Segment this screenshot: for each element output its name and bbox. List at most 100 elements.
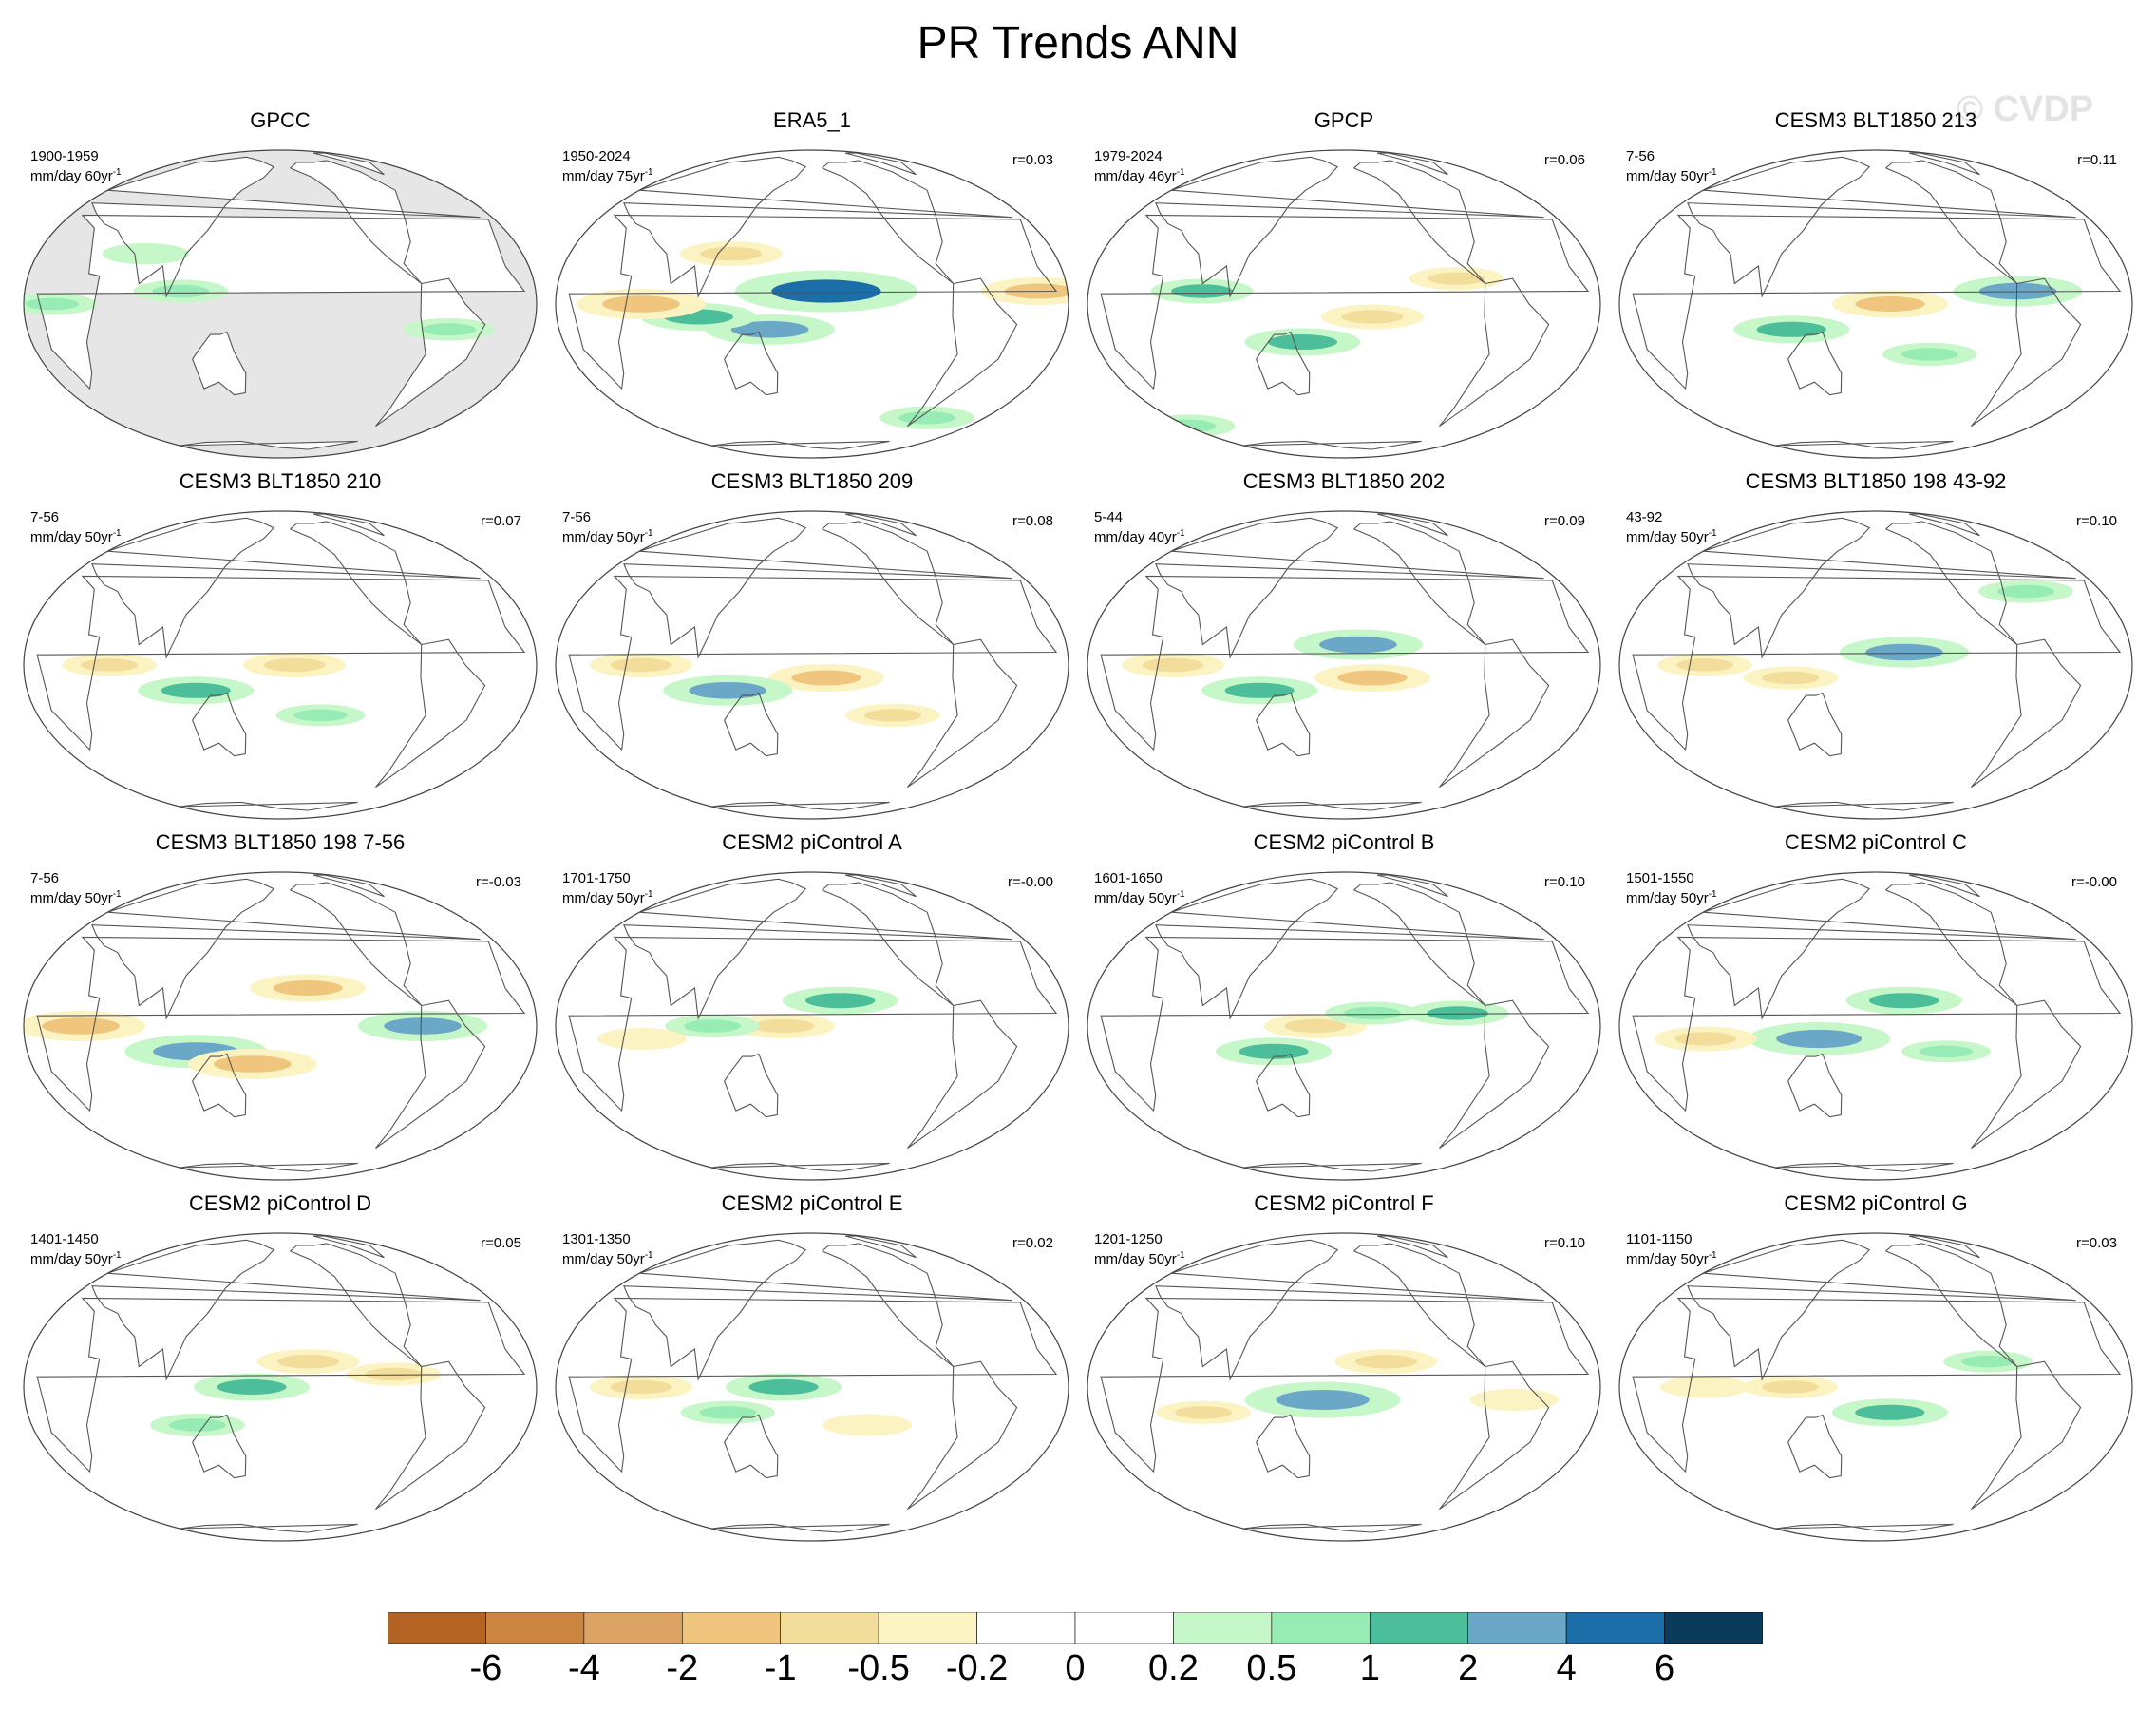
globe-border [1087, 1232, 1601, 1542]
map-panel: CESM2 piControl G 1101-1150 mm/day 50yr-1 r… [1610, 1191, 2142, 1549]
trend-anomaly-core [1762, 1380, 1819, 1394]
panel-correlation: r=0.07 [481, 513, 521, 529]
trend-anomaly-core [421, 323, 477, 336]
units-exponent: -1 [1176, 1250, 1185, 1261]
world-map [23, 871, 538, 1181]
coastline [1100, 936, 1590, 1112]
map-panel: ERA5_1 1950-2024 mm/day 75yr-1 r=0.03 [546, 108, 1078, 466]
coastline [1353, 160, 1486, 284]
coastline [724, 331, 779, 396]
map-panel: CESM3 BLT1850 210 7-56 mm/day 50yr-1 r=0.07 [14, 469, 546, 827]
colorbar-tick-label: 2 [1458, 1648, 1479, 1688]
coastline [568, 575, 1058, 751]
panel-period: 1979-2024 [1094, 148, 1163, 164]
colorbar-box [681, 1612, 782, 1644]
panel-correlation: r=-0.00 [1008, 874, 1053, 890]
trend-anomaly-core [1855, 296, 1925, 312]
coastline [91, 156, 481, 298]
coastline [375, 638, 486, 788]
trend-anomaly-core [689, 682, 766, 699]
colorbar-box [485, 1612, 585, 1644]
coastline [623, 517, 1012, 659]
colorbar-tick-label: 4 [1556, 1648, 1577, 1688]
globe-border [555, 871, 1069, 1181]
panel-title: CESM2 piControl A [722, 830, 902, 854]
coastline [568, 936, 1058, 1112]
coastline [1971, 999, 2082, 1149]
coastline [1100, 214, 1590, 390]
panel-units-text: mm/day 50yr [562, 529, 645, 545]
coastline [312, 152, 385, 176]
colorbar-tick-label: 6 [1654, 1648, 1675, 1688]
panel-period: 1501-1550 [1626, 870, 1694, 886]
coastline [844, 152, 917, 176]
world-map [1618, 149, 2133, 459]
world-map [555, 149, 1069, 459]
globe-border [555, 1232, 1069, 1542]
coastline [1908, 1235, 1980, 1259]
panel-title: ERA5_1 [773, 108, 851, 132]
units-exponent: -1 [1176, 528, 1185, 539]
panel-units: mm/day 50yr-1 [562, 528, 653, 545]
world-map [1618, 1232, 2133, 1542]
coastline [1687, 1239, 2076, 1381]
panel-title: GPCP [1314, 108, 1374, 132]
land-area [313, 153, 385, 175]
panel-units: mm/day 60yr-1 [30, 167, 122, 184]
colorbar-tick-label: -0.2 [945, 1648, 1009, 1688]
trend-anomaly-core [1142, 657, 1204, 673]
trend-anomaly-core [263, 657, 326, 673]
panel-units: mm/day 40yr-1 [1094, 528, 1185, 545]
coastline [1376, 513, 1448, 537]
coastline [1155, 517, 1544, 659]
panel-title: CESM2 piControl D [189, 1191, 371, 1215]
panel-period: 1701-1750 [562, 870, 631, 886]
coastline [1376, 152, 1448, 176]
panel-period: 1401-1450 [30, 1231, 99, 1247]
coastline [844, 513, 917, 537]
trend-anomaly-core [610, 1379, 672, 1395]
trend-anomaly-core [1341, 310, 1404, 324]
panel-units-text: mm/day 50yr [562, 1251, 645, 1267]
trend-anomaly-core [791, 670, 861, 686]
trend-anomaly-core [1762, 671, 1820, 685]
trend-anomaly-core [273, 980, 343, 996]
panel-period: 1601-1650 [1094, 870, 1163, 886]
panel-units-text: mm/day 50yr [1626, 890, 1709, 906]
panel-period: 1101-1150 [1626, 1231, 1693, 1247]
trend-anomaly-core [152, 284, 210, 298]
panel-units: mm/day 50yr-1 [1094, 1250, 1185, 1267]
coastline [1155, 156, 1544, 298]
units-exponent: -1 [112, 889, 122, 900]
colorbar-tick-label: -6 [469, 1648, 502, 1688]
trend-anomaly-core [864, 709, 921, 722]
world-map [555, 1232, 1069, 1542]
panel-title: CESM2 piControl E [721, 1191, 903, 1215]
panel-units: mm/day 75yr-1 [562, 167, 653, 184]
map-panel: CESM3 BLT1850 209 7-56 mm/day 50yr-1 r=0.08 [546, 469, 1078, 827]
panel-units-text: mm/day 50yr [562, 890, 645, 906]
panel-period: 43-92 [1626, 509, 1663, 525]
globe-border [1618, 510, 2133, 820]
panel-period: 7-56 [1626, 148, 1655, 164]
coastline [36, 214, 526, 390]
trend-anomaly-core [1676, 658, 1733, 672]
coastline [312, 513, 385, 537]
panel-correlation: r=0.10 [1544, 1235, 1585, 1251]
trend-anomaly-core [699, 1406, 757, 1419]
panel-title: CESM3 BLT1850 209 [710, 469, 914, 493]
trend-anomaly-core [1919, 1045, 1974, 1058]
coastline [1787, 331, 1843, 396]
panel-correlation: r=0.02 [1012, 1235, 1053, 1251]
units-exponent: -1 [644, 889, 653, 900]
trend-anomaly-core [119, 247, 172, 260]
coastline [1908, 874, 1980, 898]
colorbar-box [780, 1612, 879, 1644]
coastline [1256, 331, 1311, 396]
coastline [1439, 1360, 1550, 1510]
coastline [1885, 1243, 2018, 1367]
coastline [36, 1297, 526, 1473]
coastline [290, 1243, 423, 1367]
coastline [822, 882, 955, 1006]
globe-border [23, 1232, 538, 1542]
